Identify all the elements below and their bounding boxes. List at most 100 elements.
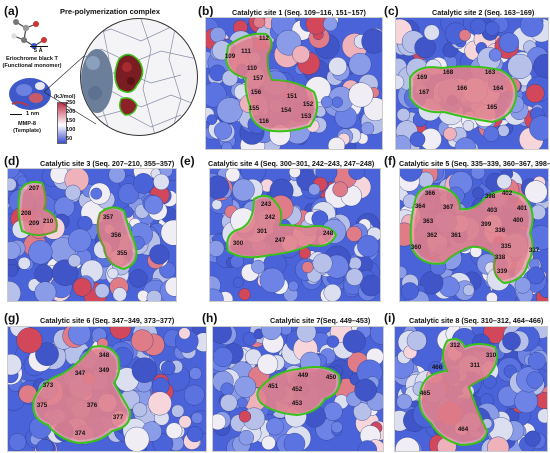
legend-tick: 200 [66,109,76,115]
residue-label: 401 [517,205,528,212]
residue-label: 242 [265,214,276,221]
binding-pocket-outline [418,338,498,447]
panel-b-letter: (b) [198,4,214,18]
residue-label: 339 [497,268,508,275]
residue-label: 375 [37,402,48,409]
legend-ticks: 250 200 150 100 50 [66,100,82,146]
panel-f-title: Catalytic site 5 (Seq. 335–339, 360–367,… [399,159,550,168]
binding-pocket-outline [226,194,338,259]
panel-h-letter: (h) [202,311,218,325]
binding-pocket-outline [32,345,132,445]
template-label: MMP-8 (Template) [13,121,41,134]
residue-label: 464 [458,426,469,433]
panel-g-structure-view: 348 349 347 373 375 376 377 374 [7,326,207,452]
legend-tick: 250 [66,100,76,106]
panel-a-letter: (a) [4,4,19,18]
panel-d-structure-view: 207 208 209 210 357 356 355 [7,168,177,302]
panel-e-title: Catalytic site 4 (Seq. 300–301, 242–243,… [208,159,375,168]
scale-label-1nm: 1 nm [26,111,40,117]
binding-pocket-outline [409,185,534,285]
residue-label: 400 [513,217,524,224]
residue-label: 373 [43,382,54,389]
functional-monomer-model [6,14,56,54]
residue-label: 168 [443,69,454,76]
residue-label: 403 [487,207,498,214]
scale-label-5a: 5 Å [34,48,43,54]
binding-pocket-outline [17,181,138,271]
panel-f-letter: (f) [384,154,396,168]
residue-label: 116 [259,118,270,125]
panel-e-structure-view: 243 242 301 300 247 248 [209,168,381,302]
panel-c-letter: (c) [384,4,399,18]
panel-f-structure-view: 366 364 367 398 402 401 403 400 363 362 399 361 336 3… [399,168,549,302]
residue-label: 155 [249,105,260,112]
residue-label: 112 [259,35,270,42]
panel-h-structure-view: 449 450 451 452 453 [212,326,384,452]
residue-label: 336 [495,227,506,234]
zoom-connector-lines [43,55,97,125]
residue-label: 111 [241,48,251,55]
residue-label: 402 [502,190,513,197]
residue-label: 374 [75,430,86,437]
binding-pocket-outline [256,366,341,417]
residue-label: 466 [432,364,443,371]
panel-e-letter: (e) [180,154,195,168]
residue-label: 399 [481,221,492,228]
residue-label: 364 [415,203,426,210]
residue-label: 361 [451,232,462,239]
complex-zoom-view [80,18,198,136]
scale-bar-1nm [10,114,22,115]
residue-label: 164 [493,85,504,92]
panel-c-structure-view: 168 163 169 167 166 164 165 [395,17,549,150]
binding-pocket-outline [409,65,518,124]
panel-h-title: Catalytic site 7(Seq. 449–453) [270,316,371,325]
residue-label: 165 [487,104,498,111]
residue-label: 452 [292,386,303,393]
scale-bar-5a [30,46,48,47]
residue-label: 465 [420,390,431,397]
functional-monomer-label: Eriochrome black T (Functional monomer) [2,56,62,69]
residue-label: 248 [323,230,334,237]
panel-b-title: Catalytic site 1 (Seq. 109–116, 151–157) [232,8,366,17]
legend-unit: (kJ/mol) [54,94,76,100]
residue-label: 367 [443,204,454,211]
residue-label: 451 [268,383,279,390]
residue-label: 337 [529,247,540,254]
residue-label: 449 [298,372,309,379]
binding-pocket-outline [224,32,319,133]
residue-label: 109 [225,53,236,60]
residue-label: 450 [326,374,337,381]
residue-label: 357 [103,214,114,221]
residue-label: 310 [486,352,497,359]
panel-d-title: Catalytic site 3 (Seq. 207–210, 355–357) [40,159,175,168]
residue-label: 153 [301,113,312,120]
panel-i-title: Catalytic site 8 (Seq. 310–312, 464–466) [409,316,544,325]
residue-label: 376 [87,402,98,409]
residue-label: 453 [292,400,303,407]
panel-i-structure-view: 312 310 311 466 465 464 [394,326,548,452]
residue-label: 154 [281,107,292,114]
panel-g-title: Catalytic site 6 (Seq. 347–349, 373–377) [40,316,175,325]
residue-label: 360 [411,244,422,251]
residue-label: 243 [261,201,272,208]
residue-label: 301 [257,228,268,235]
residue-label: 167 [419,89,430,96]
legend-tick: 50 [66,136,73,142]
residue-label: 208 [21,210,32,217]
residue-label: 247 [275,237,286,244]
residue-label: 349 [99,367,110,374]
panel-a-title: Pre-polymerization complex [60,7,161,16]
residue-label: 209 [29,220,40,227]
residue-label: 335 [501,243,512,250]
residue-label: 311 [470,362,481,369]
residue-label: 300 [233,240,244,247]
residue-label: 152 [303,101,314,108]
panel-b-structure-view: 112 109 111 110 157 156 155 116 151 154 152 153 [205,17,383,150]
legend-tick: 150 [66,118,76,124]
residue-label: 110 [247,65,258,72]
residue-label: 163 [485,69,496,76]
residue-label: 348 [99,352,110,359]
residue-label: 312 [450,342,461,349]
residue-label: 157 [253,75,264,82]
residue-label: 363 [423,218,434,225]
